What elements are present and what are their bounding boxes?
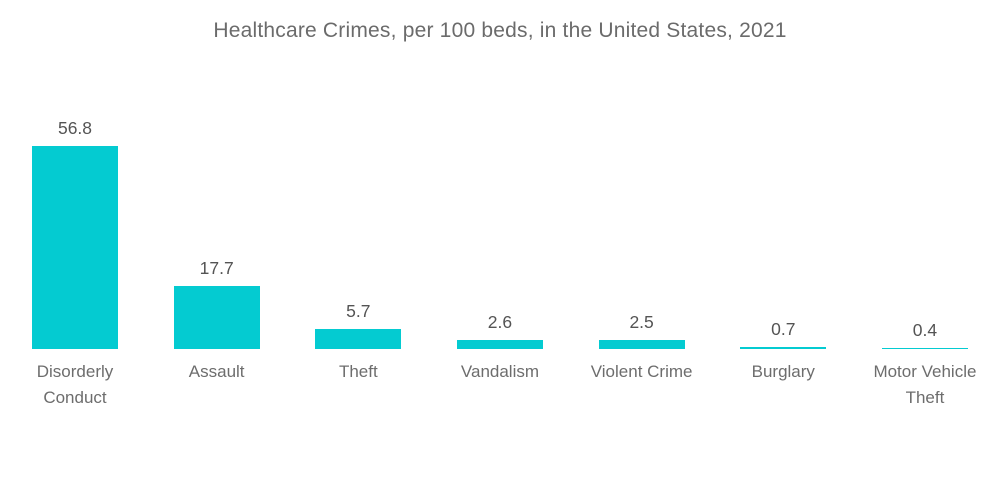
- bar: [32, 146, 118, 349]
- bar-value-label: 0.7: [771, 318, 796, 339]
- bar: [740, 346, 827, 349]
- chart-title: Healthcare Crimes, per 100 beds, in the …: [213, 19, 787, 42]
- category-label: Vandalism: [460, 362, 540, 381]
- bar-group: 2.6 Vandalism: [439, 94, 561, 410]
- bar-group: 56.8 Disorderly Conduct: [14, 94, 136, 410]
- bar-group: 2.5 Violent Crime: [581, 94, 703, 410]
- category-label: Assault: [188, 362, 245, 381]
- bar: [881, 347, 968, 349]
- bar: [456, 339, 543, 349]
- bar: [173, 285, 260, 349]
- bar-zone: 17.7: [156, 94, 278, 349]
- bar-zone: 56.8: [14, 94, 136, 349]
- category-label: Burglary: [751, 362, 815, 381]
- category-label: Disorderly Conduct: [36, 362, 114, 407]
- bar-value-label: 0.4: [912, 319, 938, 340]
- bar-zone: 2.6: [439, 94, 561, 349]
- bar: [598, 340, 685, 349]
- bar-group: 0.7 Burglary: [722, 94, 844, 410]
- bar-zone: 0.4: [864, 94, 986, 349]
- bar-value-label: 5.7: [346, 300, 371, 321]
- bar-zone: 0.7: [722, 94, 844, 349]
- bar-zone: 2.5: [581, 94, 703, 349]
- category-label: Theft: [338, 362, 378, 381]
- bar-group: 5.7 Theft: [297, 94, 419, 410]
- bar-zone: 5.7: [297, 94, 419, 349]
- category-label: Motor Vehicle Theft: [873, 362, 977, 407]
- bar-group: 0.4 Motor Vehicle Theft: [864, 94, 986, 410]
- category-label: Violent Crime: [590, 362, 693, 381]
- bar-value-label: 2.5: [629, 312, 654, 333]
- bar-group: 17.7 Assault: [156, 94, 278, 410]
- bar-value-label: 2.6: [487, 311, 513, 332]
- bar: [315, 328, 402, 349]
- plot-area: 56.8 Disorderly Conduct 17.7 Assault 5.7…: [0, 94, 1000, 410]
- bar-value-label: 56.8: [57, 118, 93, 138]
- bar-value-label: 17.7: [199, 257, 234, 278]
